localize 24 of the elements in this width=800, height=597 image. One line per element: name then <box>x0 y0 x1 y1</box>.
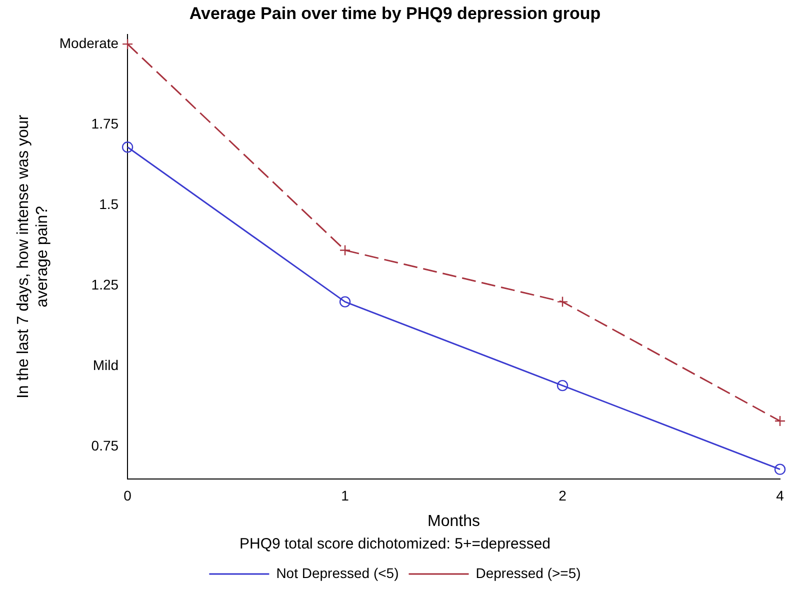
x-tick-label: 4 <box>776 487 784 504</box>
x-axis-title: Months <box>428 512 480 530</box>
y-tick-label: 1.5 <box>99 196 119 212</box>
point <box>339 296 351 308</box>
point <box>339 244 351 256</box>
y-axis-title: In the last 7 days, how intense was your average pain? <box>15 114 52 399</box>
legend-label: Depressed (>=5) <box>476 564 581 581</box>
point <box>556 296 568 308</box>
y-tick-label: Moderate <box>59 34 119 51</box>
legend-title: PHQ9 total score dichotomized: 5+=depressed <box>239 536 551 553</box>
y-tick-label: 1.75 <box>91 115 119 132</box>
x-tick-label: 0 <box>124 487 132 504</box>
chart-title: Average Pain over time by PHQ9 depression group <box>189 4 601 23</box>
y-tick-label: Mild <box>92 357 119 374</box>
point <box>774 464 786 475</box>
x-tick-label: 1 <box>341 487 350 504</box>
point <box>122 142 134 153</box>
point <box>556 380 568 392</box>
y-tick-label: 1.25 <box>91 276 119 293</box>
x-tick-label: 2 <box>558 487 567 504</box>
legend-label: Not Depressed (<5) <box>276 564 399 581</box>
y-tick-label: 0.75 <box>91 438 119 454</box>
point <box>122 38 134 50</box>
point <box>774 415 786 427</box>
